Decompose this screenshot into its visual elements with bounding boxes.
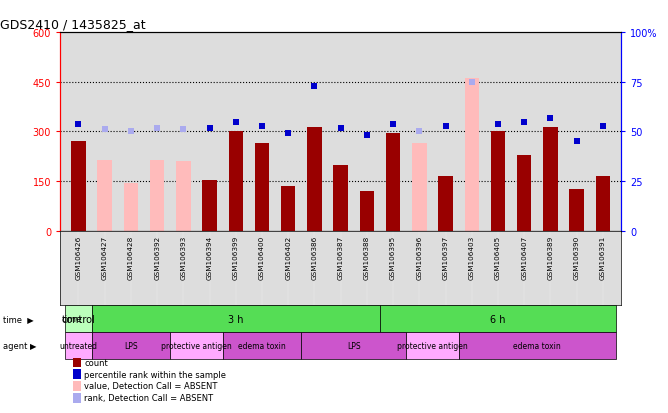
Text: rank, Detection Call = ABSENT: rank, Detection Call = ABSENT [84, 394, 213, 403]
Text: GSM106396: GSM106396 [416, 235, 422, 279]
Bar [438, 177, 453, 231]
Point [230, 119, 241, 126]
Text: LPS: LPS [347, 342, 361, 350]
Point [388, 121, 399, 128]
Text: GSM106403: GSM106403 [469, 235, 475, 279]
Text: GSM106407: GSM106407 [521, 235, 527, 279]
Point [440, 123, 451, 130]
Bar [202, 180, 217, 231]
Bar [150, 160, 164, 231]
Bar [412, 144, 427, 231]
Text: GSM106428: GSM106428 [128, 235, 134, 279]
Point [178, 127, 188, 133]
Text: GSM106388: GSM106388 [364, 235, 370, 279]
Point [361, 133, 372, 140]
Text: LPS: LPS [124, 342, 138, 350]
Text: GSM106394: GSM106394 [206, 235, 212, 279]
Text: value, Detection Call = ABSENT: value, Detection Call = ABSENT [84, 382, 218, 391]
Bar [222, 332, 301, 359]
Text: agent ▶: agent ▶ [3, 342, 37, 350]
Text: protective antigen: protective antigen [161, 342, 232, 350]
Text: GSM106399: GSM106399 [232, 235, 238, 279]
Point [100, 127, 110, 133]
Text: edema toxin: edema toxin [238, 342, 286, 350]
Point [257, 123, 267, 130]
Bar [281, 187, 295, 231]
Bar [124, 183, 138, 231]
Point [519, 119, 530, 126]
Text: GSM106397: GSM106397 [443, 235, 449, 279]
Text: percentile rank within the sample: percentile rank within the sample [84, 370, 226, 379]
Text: GSM106402: GSM106402 [285, 235, 291, 279]
Point [73, 121, 84, 128]
Point [126, 129, 136, 135]
Bar [176, 162, 190, 231]
Point [204, 125, 215, 131]
Bar [170, 332, 222, 359]
Bar [71, 142, 86, 231]
Text: count: count [84, 358, 108, 367]
Bar [307, 127, 322, 231]
Text: time  ▶: time ▶ [3, 315, 34, 323]
Bar [98, 160, 112, 231]
Text: GDS2410 / 1435825_at: GDS2410 / 1435825_at [0, 17, 146, 31]
Bar [228, 132, 243, 231]
Bar [459, 332, 616, 359]
Text: 3 h: 3 h [228, 314, 244, 324]
Point [283, 131, 293, 138]
Text: GSM106427: GSM106427 [102, 235, 108, 279]
Bar [65, 306, 92, 332]
Text: GSM106387: GSM106387 [338, 235, 343, 279]
Point [152, 125, 162, 131]
Text: GSM106391: GSM106391 [600, 235, 606, 279]
Bar [543, 127, 558, 231]
Text: GSM106395: GSM106395 [390, 235, 396, 279]
Text: GSM106405: GSM106405 [495, 235, 501, 279]
Text: control: control [61, 314, 96, 324]
Bar [569, 190, 584, 231]
Bar [464, 79, 479, 231]
Text: GSM106393: GSM106393 [180, 235, 186, 279]
Point [598, 123, 609, 130]
Bar [92, 306, 380, 332]
Point [309, 83, 320, 90]
Point [545, 115, 556, 121]
Text: untreated: untreated [59, 342, 98, 350]
Text: 6 h: 6 h [490, 314, 506, 324]
Point [414, 129, 425, 135]
Bar [596, 177, 610, 231]
Text: GSM106389: GSM106389 [548, 235, 554, 279]
Text: GSM106392: GSM106392 [154, 235, 160, 279]
Text: time: time [61, 315, 82, 323]
Bar [65, 332, 92, 359]
Point [335, 125, 346, 131]
Bar [359, 192, 374, 231]
Point [571, 139, 582, 145]
Bar [92, 332, 170, 359]
Text: GSM106400: GSM106400 [259, 235, 265, 279]
Bar [386, 134, 400, 231]
Text: GSM106386: GSM106386 [311, 235, 317, 279]
Bar [333, 165, 348, 231]
Bar [406, 332, 459, 359]
Bar [301, 332, 406, 359]
Text: edema toxin: edema toxin [514, 342, 561, 350]
Text: protective antigen: protective antigen [397, 342, 468, 350]
Bar [380, 306, 616, 332]
Point [466, 79, 477, 86]
Point [493, 121, 504, 128]
Text: GSM106426: GSM106426 [75, 235, 81, 279]
Bar [255, 144, 269, 231]
Bar [491, 132, 505, 231]
Text: GSM106390: GSM106390 [574, 235, 580, 279]
Bar [517, 155, 532, 231]
